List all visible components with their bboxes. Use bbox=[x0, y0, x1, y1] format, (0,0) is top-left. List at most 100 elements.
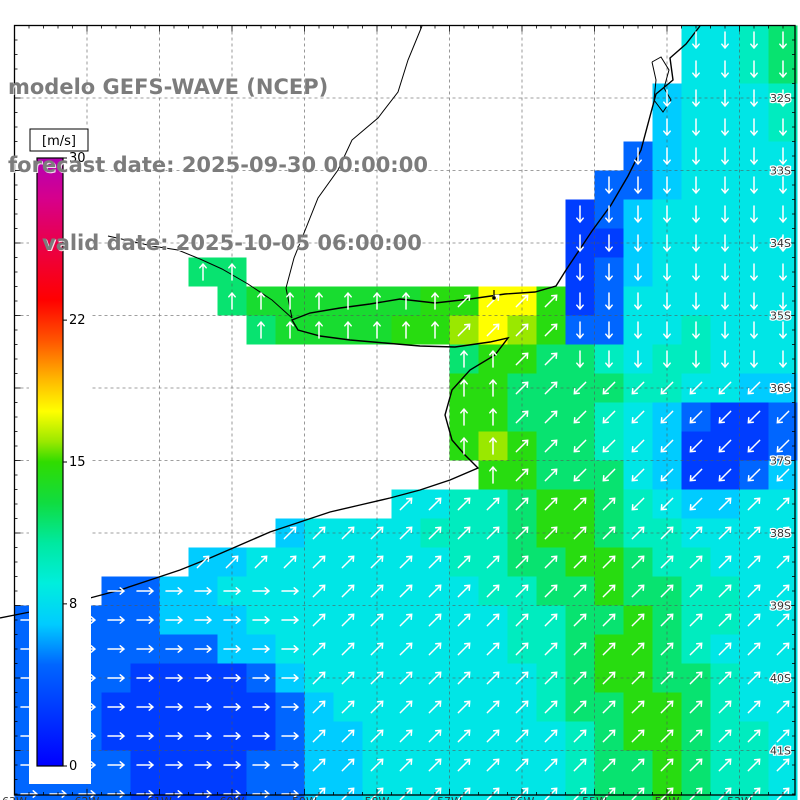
wind-arrow bbox=[692, 205, 700, 224]
wind-arrow bbox=[370, 555, 384, 569]
wind-arrow bbox=[281, 645, 300, 653]
wind-arrow bbox=[399, 613, 413, 627]
wind-arrows bbox=[20, 31, 790, 800]
wind-arrow bbox=[223, 616, 242, 624]
wind-arrow bbox=[544, 410, 558, 424]
latitude-label: 33S bbox=[770, 165, 791, 178]
wind-arrow bbox=[750, 89, 758, 108]
wind-arrow bbox=[544, 729, 558, 743]
wind-arrow bbox=[718, 613, 732, 627]
speed-cell bbox=[623, 779, 653, 800]
wind-arrow bbox=[136, 732, 155, 740]
wind-arrow bbox=[457, 700, 471, 714]
wind-arrow bbox=[428, 758, 442, 772]
wind-arrow bbox=[718, 410, 732, 424]
wind-arrow bbox=[107, 732, 126, 740]
wind-arrow bbox=[718, 439, 732, 453]
wind-arrow bbox=[515, 758, 529, 772]
wind-arrow bbox=[486, 526, 500, 540]
wind-arrow bbox=[341, 613, 355, 627]
wind-arrow bbox=[515, 671, 529, 685]
wind-arrow bbox=[605, 292, 613, 311]
wind-arrow bbox=[399, 555, 413, 569]
wind-arrow bbox=[281, 761, 300, 769]
map-border bbox=[13, 24, 796, 796]
wind-arrow bbox=[428, 555, 442, 569]
wind-arrow bbox=[663, 147, 671, 166]
wind-arrow bbox=[460, 407, 468, 426]
wind-arrow bbox=[370, 729, 384, 743]
wind-arrow bbox=[544, 584, 558, 598]
coastline-layer bbox=[0, 25, 701, 619]
wind-arrow bbox=[747, 439, 761, 453]
wind-arrow bbox=[341, 555, 355, 569]
wind-arrow bbox=[312, 642, 326, 656]
wind-arrow bbox=[254, 555, 268, 569]
wind-arrow bbox=[312, 700, 326, 714]
wind-arrow bbox=[721, 60, 729, 79]
wind-arrow bbox=[344, 291, 352, 310]
wind-arrow bbox=[457, 584, 471, 598]
colorbar-tick-label: 0 bbox=[69, 759, 77, 774]
wind-arrow bbox=[457, 613, 471, 627]
wind-arrow bbox=[515, 294, 529, 308]
wind-arrow bbox=[544, 758, 558, 772]
wind-arrow bbox=[634, 205, 642, 224]
wind-arrow bbox=[605, 263, 613, 282]
wind-arrow bbox=[428, 613, 442, 627]
wind-arrow bbox=[750, 60, 758, 79]
latitude-label: 32S bbox=[770, 92, 791, 105]
wind-arrow bbox=[370, 584, 384, 598]
wind-arrow bbox=[689, 555, 703, 569]
wind-arrow bbox=[486, 584, 500, 598]
wind-arrow bbox=[747, 758, 761, 772]
wind-arrow bbox=[779, 31, 787, 50]
colorbar-tick-label: 30 bbox=[69, 151, 86, 166]
latitude-label: 34S bbox=[770, 237, 791, 250]
wind-arrow bbox=[252, 703, 271, 711]
wind-arrow bbox=[747, 381, 761, 395]
wind-arrow bbox=[631, 439, 645, 453]
wind-arrow bbox=[544, 526, 558, 540]
longitude-label: 63W bbox=[2, 795, 27, 800]
wind-arrow bbox=[136, 616, 155, 624]
wind-arrow bbox=[228, 291, 236, 310]
wind-arrow bbox=[370, 613, 384, 627]
coastline bbox=[0, 25, 701, 619]
wind-arrow bbox=[663, 118, 671, 137]
wind-arrow bbox=[165, 587, 184, 595]
wind-arrow bbox=[779, 176, 787, 195]
wind-arrow bbox=[718, 671, 732, 685]
wind-arrow bbox=[544, 497, 558, 511]
wind-arrow bbox=[747, 642, 761, 656]
wind-arrow bbox=[486, 613, 500, 627]
lagoon-outline bbox=[651, 56, 672, 113]
wind-arrow bbox=[689, 439, 703, 453]
wind-arrow bbox=[165, 674, 184, 682]
wind-arrow bbox=[486, 700, 500, 714]
wind-arrow bbox=[631, 700, 645, 714]
wind-arrow bbox=[136, 587, 155, 595]
wind-arrow bbox=[718, 526, 732, 540]
wind-arrow bbox=[721, 147, 729, 166]
wind-arrow bbox=[544, 700, 558, 714]
wind-arrow bbox=[344, 320, 352, 339]
wind-arrow bbox=[576, 292, 584, 311]
speed-field bbox=[14, 25, 798, 800]
wind-arrow bbox=[779, 147, 787, 166]
wind-arrow bbox=[544, 642, 558, 656]
wind-arrow bbox=[747, 584, 761, 598]
wind-arrow bbox=[312, 671, 326, 685]
wind-arrow bbox=[692, 147, 700, 166]
wind-arrow bbox=[634, 350, 642, 369]
wind-arrow bbox=[573, 613, 587, 627]
wind-arrow bbox=[718, 555, 732, 569]
wind-arrow bbox=[779, 60, 787, 79]
wind-arrow bbox=[776, 584, 790, 598]
wind-arrow bbox=[341, 584, 355, 598]
station-marker bbox=[492, 290, 496, 300]
wind-arrow bbox=[286, 320, 294, 339]
wind-arrow bbox=[165, 703, 184, 711]
wind-arrow bbox=[573, 526, 587, 540]
wind-arrow bbox=[660, 381, 674, 395]
